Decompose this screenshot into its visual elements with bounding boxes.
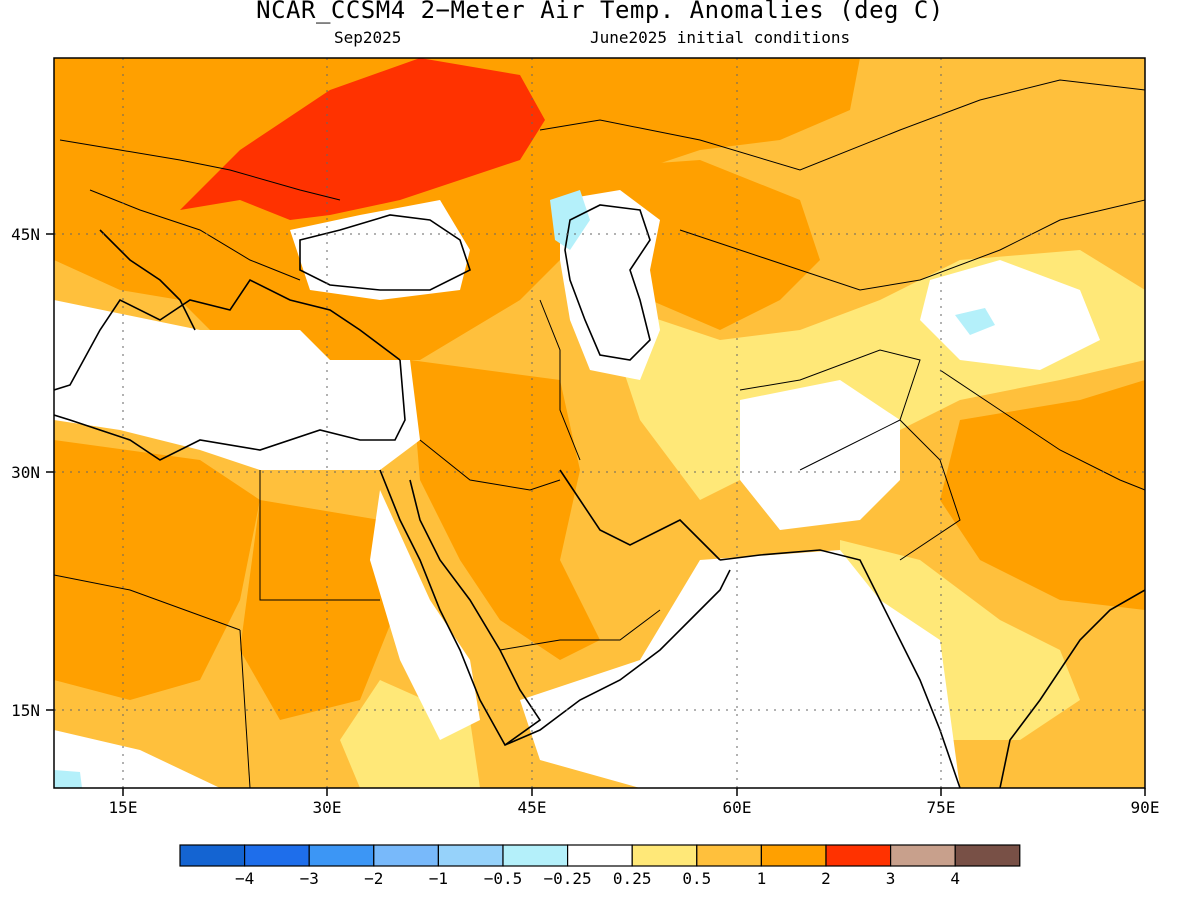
anomaly-fields bbox=[54, 58, 1145, 788]
colorbar-label-2: −2 bbox=[364, 869, 383, 888]
tick-marks bbox=[46, 233, 1146, 796]
colorbar-label-10: 3 bbox=[886, 869, 896, 888]
colorbar-swatch-10 bbox=[825, 844, 892, 867]
coast-caspian bbox=[564, 204, 651, 361]
y-tick-45n: 45N bbox=[11, 225, 40, 244]
field-arabia-orange bbox=[410, 360, 600, 660]
borders bbox=[54, 79, 1145, 788]
colorbar-swatch-5 bbox=[502, 844, 569, 867]
x-tick-45e: 45E bbox=[518, 798, 547, 817]
field-southwest-white bbox=[54, 730, 220, 788]
colorbar-labels: −4 −3 −2 −1 −0.5 −0.25 0.25 0.5 1 2 3 4 bbox=[235, 869, 960, 888]
field-europe-orange bbox=[54, 58, 860, 360]
x-tick-75e: 75E bbox=[927, 798, 956, 817]
border-saudi bbox=[419, 439, 561, 491]
colorbar-label-7: 0.5 bbox=[682, 869, 711, 888]
coast-red-sea bbox=[379, 469, 542, 747]
border-russia bbox=[539, 79, 1145, 171]
field-blacksea-white bbox=[290, 200, 470, 300]
field-iran-white bbox=[740, 380, 900, 530]
colorbar-swatch-1 bbox=[244, 844, 310, 867]
border-africa-3 bbox=[239, 629, 251, 788]
colorbar-label-6: 0.25 bbox=[613, 869, 652, 888]
field-india-orange bbox=[940, 380, 1145, 610]
coast-pakistan-india bbox=[719, 549, 961, 788]
coast-italy bbox=[99, 229, 196, 331]
field-tarim-blue bbox=[955, 308, 995, 335]
map-frame bbox=[53, 57, 1146, 789]
forecast-month: Sep2025 bbox=[334, 28, 402, 47]
colorbar-swatch-2 bbox=[308, 844, 375, 867]
x-tick-15e: 15E bbox=[109, 798, 138, 817]
field-caspian-white bbox=[560, 190, 660, 380]
graticule bbox=[54, 58, 1145, 788]
border-india-china bbox=[939, 369, 1145, 491]
colorbar-swatch-9 bbox=[760, 844, 827, 867]
colorbar-label-11: 4 bbox=[950, 869, 960, 888]
border-pakistan-india bbox=[899, 419, 961, 561]
colorbar-label-0: −4 bbox=[235, 869, 254, 888]
colorbar-swatch-7 bbox=[631, 844, 698, 867]
field-med-white bbox=[54, 300, 420, 470]
colorbar-swatch-6 bbox=[566, 844, 633, 867]
colorbar-label-4: −0.5 bbox=[484, 869, 523, 888]
coast-black-sea bbox=[299, 214, 471, 291]
border-iran-iraq bbox=[539, 299, 581, 461]
y-tick-15n: 15N bbox=[11, 701, 40, 720]
border-afghan bbox=[739, 349, 921, 471]
field-tarim-white bbox=[920, 260, 1100, 370]
coast-arabia-south bbox=[504, 569, 731, 746]
y-tick-30n: 30N bbox=[11, 463, 40, 482]
initial-conditions: June2025 initial conditions bbox=[590, 28, 851, 47]
field-sahara-orange bbox=[54, 440, 260, 700]
coastlines bbox=[54, 204, 1145, 788]
colorbar-label-8: 1 bbox=[757, 869, 767, 888]
field-ukraine-red bbox=[180, 58, 545, 220]
colorbar-swatch-12 bbox=[954, 844, 1021, 867]
colorbar-label-1: −3 bbox=[300, 869, 319, 888]
field-southwest-blue bbox=[54, 770, 82, 788]
border-saudi-yemen bbox=[499, 609, 661, 651]
coast-india-east bbox=[999, 589, 1145, 788]
colorbar-swatch-4 bbox=[437, 844, 504, 867]
x-tick-60e: 60E bbox=[723, 798, 752, 817]
colorbar-swatch-8 bbox=[696, 844, 762, 867]
border-africa-1 bbox=[54, 574, 241, 631]
x-tick-90e: 90E bbox=[1131, 798, 1160, 817]
border-africa-2 bbox=[259, 470, 380, 601]
coast-levant-africa bbox=[54, 359, 406, 461]
colorbar-swatch-3 bbox=[373, 844, 439, 867]
coast-mediterranean-north bbox=[54, 278, 401, 391]
x-tick-30e: 30E bbox=[313, 798, 342, 817]
border-europe-1 bbox=[59, 139, 341, 201]
colorbar-label-5: −0.25 bbox=[544, 869, 592, 888]
colorbar-swatch-0 bbox=[179, 844, 246, 867]
field-arabian-sea-white bbox=[520, 550, 960, 788]
field-africa-yellow bbox=[340, 680, 480, 788]
colorbar-label-9: 2 bbox=[821, 869, 831, 888]
field-africa-orange bbox=[240, 500, 400, 720]
colorbar-label-3: −1 bbox=[429, 869, 448, 888]
coast-persian-gulf bbox=[559, 469, 721, 561]
field-redsea-white bbox=[370, 490, 480, 740]
colorbar bbox=[179, 844, 1021, 867]
border-kazakh-south bbox=[679, 199, 1145, 291]
colorbar-swatch-11 bbox=[889, 844, 956, 867]
map-title: NCAR_CCSM4 2−Meter Air Temp. Anomalies (… bbox=[256, 0, 944, 24]
